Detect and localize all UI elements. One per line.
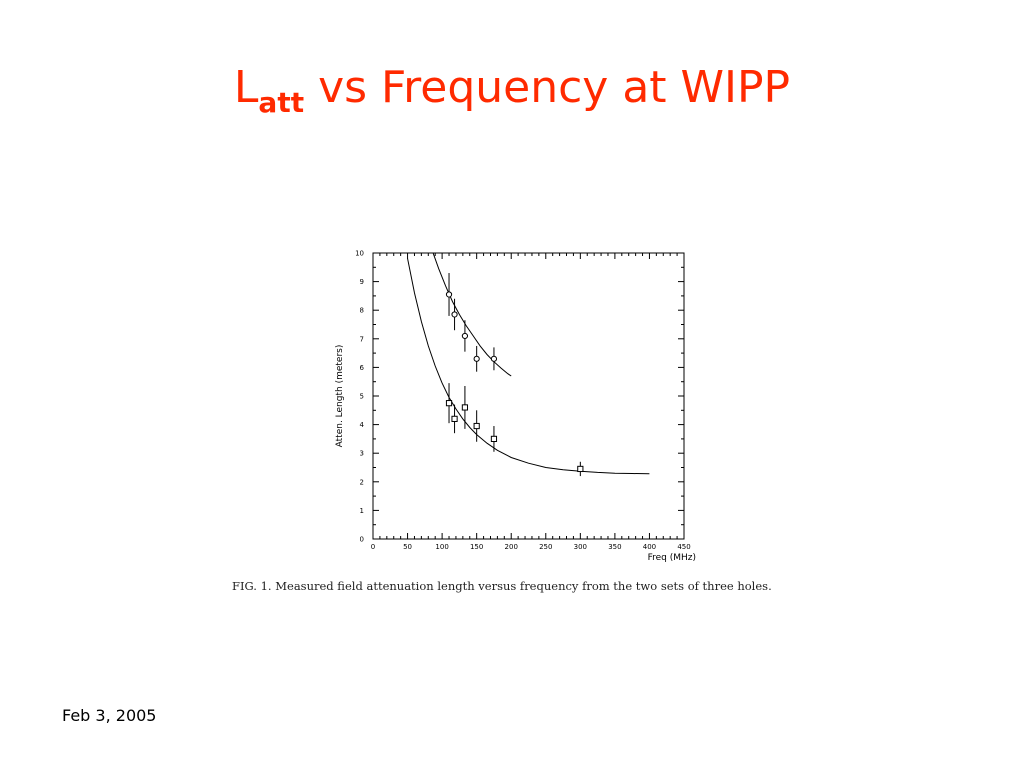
y-tick-label: 0 (360, 536, 364, 544)
x-tick-label: 400 (643, 543, 656, 551)
fit-curve-1 (432, 252, 512, 377)
y-tick-label: 1 (360, 507, 364, 515)
y-tick-label: 7 (360, 335, 364, 343)
y-tick-label: 3 (360, 450, 364, 458)
title-rest: vs Frequency at WIPP (304, 62, 791, 113)
data-point-circle (473, 355, 480, 362)
title-main: L (233, 62, 259, 113)
y-tick-label: 6 (360, 364, 365, 372)
footer-date: Feb 3, 2005 (62, 706, 157, 725)
figure-caption: FIG. 1. Measured field attenuation lengt… (232, 579, 772, 593)
data-point-circle (490, 355, 498, 362)
y-tick-label: 10 (355, 250, 364, 258)
x-tick-label: 450 (677, 543, 690, 551)
data-point-square (445, 400, 453, 407)
data-point-square (577, 465, 584, 473)
x-tick-label: 100 (435, 543, 448, 551)
plot-frame (372, 252, 685, 540)
y-axis-label: Atten. Length (meters) (335, 345, 345, 448)
x-axis-label: Freq (MHz) (648, 553, 696, 563)
data-point-circle (461, 332, 469, 340)
x-tick-label: 0 (371, 543, 375, 551)
attenuation-chart: 0 1 2 3 4 5 6 7 8 9 10 0 50 100 150 200 250 300 350 400 450… (335, 250, 696, 564)
data-point-square (461, 404, 469, 411)
data-points (445, 273, 584, 477)
y-tick-label: 9 (360, 278, 364, 286)
x-tick-label: 50 (403, 543, 412, 551)
y-tick-label: 5 (360, 393, 364, 401)
x-tick-label: 200 (505, 543, 518, 551)
x-tick-label: 300 (574, 543, 587, 551)
data-point-square (473, 422, 480, 430)
y-axis-ticks: 0 1 2 3 4 5 6 7 8 9 10 (355, 250, 684, 544)
x-tick-label: 250 (539, 543, 552, 551)
y-tick-label: 8 (360, 307, 364, 315)
x-tick-label: 350 (608, 543, 621, 551)
y-tick-label: 2 (360, 478, 364, 486)
data-point-circle (445, 291, 453, 298)
fit-curves (407, 252, 650, 475)
title-subscript: att (258, 86, 305, 119)
y-tick-label: 4 (360, 421, 365, 429)
x-tick-label: 150 (470, 543, 483, 551)
fit-curve-2 (407, 258, 650, 475)
data-point-circle (451, 311, 458, 318)
data-point-square (451, 415, 458, 422)
slide-title: Latt vs Frequency at WIPP (0, 58, 1024, 133)
data-point-square (490, 435, 498, 443)
x-axis-ticks: 0 50 100 150 200 250 300 350 400 450 (371, 253, 691, 551)
